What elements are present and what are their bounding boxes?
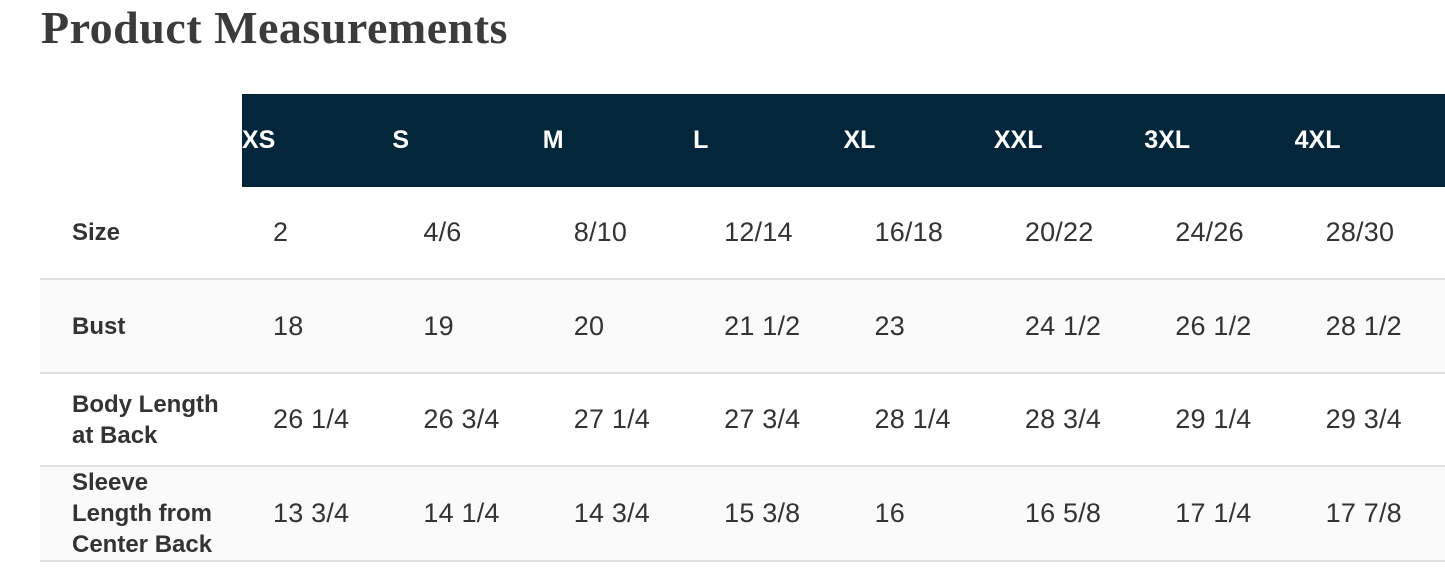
table-cell: 17 1/4 (1144, 467, 1295, 562)
table-row-sleeve-length: Sleeve Length from Center Back 13 3/4 14… (40, 467, 1445, 562)
table-row-size: Size 2 4/6 8/10 12/14 16/18 20/22 24/26 … (40, 187, 1445, 280)
table-cell: 24 1/2 (993, 280, 1145, 374)
table-cell: 29 3/4 (1294, 374, 1445, 467)
column-header-xl: XL (843, 94, 994, 187)
header-spacer-cell (40, 94, 242, 187)
table-cell: 28 3/4 (993, 374, 1145, 467)
row-label-bust: Bust (40, 280, 242, 374)
table-row-body-length: Body Length at Back 26 1/4 26 3/4 27 1/4… (40, 374, 1445, 467)
table-cell: 21 1/2 (693, 280, 844, 374)
table-cell: 4/6 (392, 187, 543, 280)
column-header-4xl: 4XL (1294, 94, 1445, 187)
table-cell: 29 1/4 (1144, 374, 1295, 467)
table-cell: 23 (843, 280, 994, 374)
table-cell: 12/14 (693, 187, 844, 280)
table-cell: 27 3/4 (693, 374, 844, 467)
table-cell: 16/18 (843, 187, 994, 280)
table-cell: 26 1/4 (242, 374, 393, 467)
table-row-bust: Bust 18 19 20 21 1/2 23 24 1/2 26 1/2 28… (40, 280, 1445, 374)
table-cell: 2 (242, 187, 393, 280)
column-header-xs: XS (242, 94, 393, 187)
table-cell: 16 (843, 467, 994, 562)
table-cell: 28 1/4 (843, 374, 994, 467)
row-label-text: Body Length at Back (72, 390, 219, 449)
table-cell: 16 5/8 (993, 467, 1145, 562)
row-label-sleeve-length: Sleeve Length from Center Back (40, 467, 242, 562)
table-cell: 14 1/4 (392, 467, 543, 562)
table-cell: 19 (392, 280, 543, 374)
table-cell: 18 (242, 280, 393, 374)
column-header-l: L (693, 94, 844, 187)
table-cell: 15 3/8 (693, 467, 844, 562)
column-header-3xl: 3XL (1144, 94, 1295, 187)
table-cell: 27 1/4 (542, 374, 694, 467)
measurements-table: XS S M L XL XXL 3XL 4XL Size 2 4/6 8/10 … (40, 94, 1445, 562)
table-cell: 24/26 (1144, 187, 1295, 280)
table-cell: 17 7/8 (1294, 467, 1445, 562)
row-label-body-length: Body Length at Back (40, 374, 242, 467)
row-label-text: Sleeve Length from Center Back (72, 469, 213, 558)
row-label-size: Size (40, 187, 242, 280)
table-cell: 14 3/4 (542, 467, 694, 562)
table-cell: 26 3/4 (392, 374, 543, 467)
row-label-text: Bust (72, 312, 126, 340)
column-header-s: S (392, 94, 543, 187)
table-cell: 8/10 (542, 187, 694, 280)
table-cell: 26 1/2 (1144, 280, 1295, 374)
table-header-row: XS S M L XL XXL 3XL 4XL (40, 94, 1445, 187)
table-cell: 20 (542, 280, 694, 374)
table-cell: 20/22 (993, 187, 1145, 280)
table-cell: 13 3/4 (242, 467, 393, 562)
row-label-text: Size (72, 219, 121, 246)
column-header-xxl: XXL (993, 94, 1145, 187)
column-header-m: M (542, 94, 694, 187)
table-cell: 28/30 (1294, 187, 1445, 280)
table-cell: 28 1/2 (1294, 280, 1445, 374)
page-title: Product Measurements (41, 2, 508, 53)
